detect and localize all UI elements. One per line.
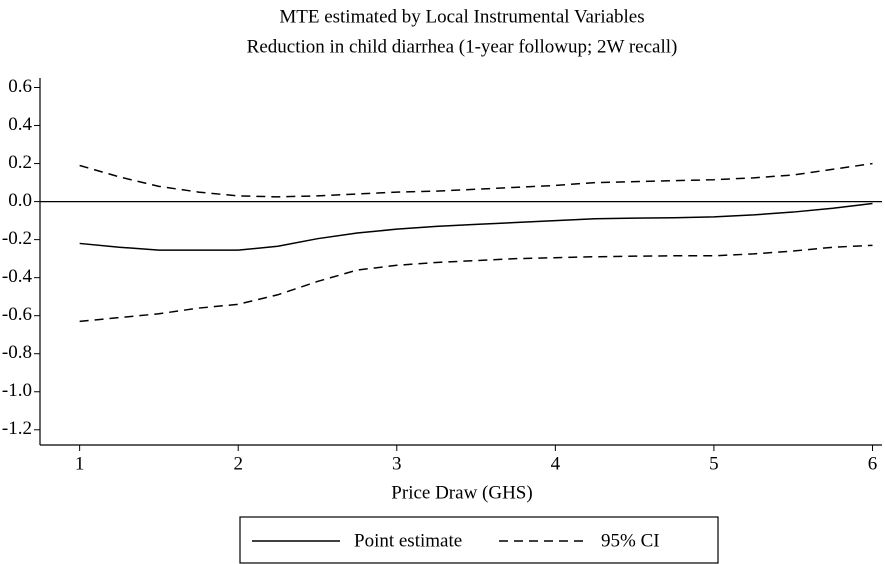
x-tick-label: 3 <box>392 453 402 474</box>
y-tick-label: -0.8 <box>2 342 32 363</box>
x-tick-label: 4 <box>551 453 561 474</box>
y-tick-label: -0.6 <box>2 304 32 325</box>
y-tick-label: 0.2 <box>8 152 32 173</box>
ci-line <box>79 244 873 323</box>
y-tick-label: -1.2 <box>2 418 32 439</box>
y-tick-label: -1.0 <box>2 380 32 401</box>
legend-label: Point estimate <box>354 530 462 551</box>
chart-subtitle: Reduction in child diarrhea (1-year foll… <box>247 36 678 57</box>
x-tick-label: 5 <box>709 453 719 474</box>
y-tick-label: -0.2 <box>2 228 32 249</box>
estimate-line <box>79 202 873 251</box>
y-tick-label: 0.4 <box>8 114 32 135</box>
y-tick-label: -0.4 <box>2 266 33 287</box>
legend-box <box>239 516 719 564</box>
x-tick-label: 6 <box>868 453 878 474</box>
x-tick-label: 2 <box>233 453 243 474</box>
chart-title: MTE estimated by Local Instrumental Vari… <box>279 6 644 27</box>
legend-label: 95% CI <box>601 530 660 551</box>
ci-line <box>79 162 873 198</box>
y-tick-label: 0.6 <box>8 76 32 97</box>
x-tick-label: 1 <box>75 453 85 474</box>
y-tick-label: 0.0 <box>8 190 32 211</box>
x-axis-title: Price Draw (GHS) <box>391 482 532 503</box>
